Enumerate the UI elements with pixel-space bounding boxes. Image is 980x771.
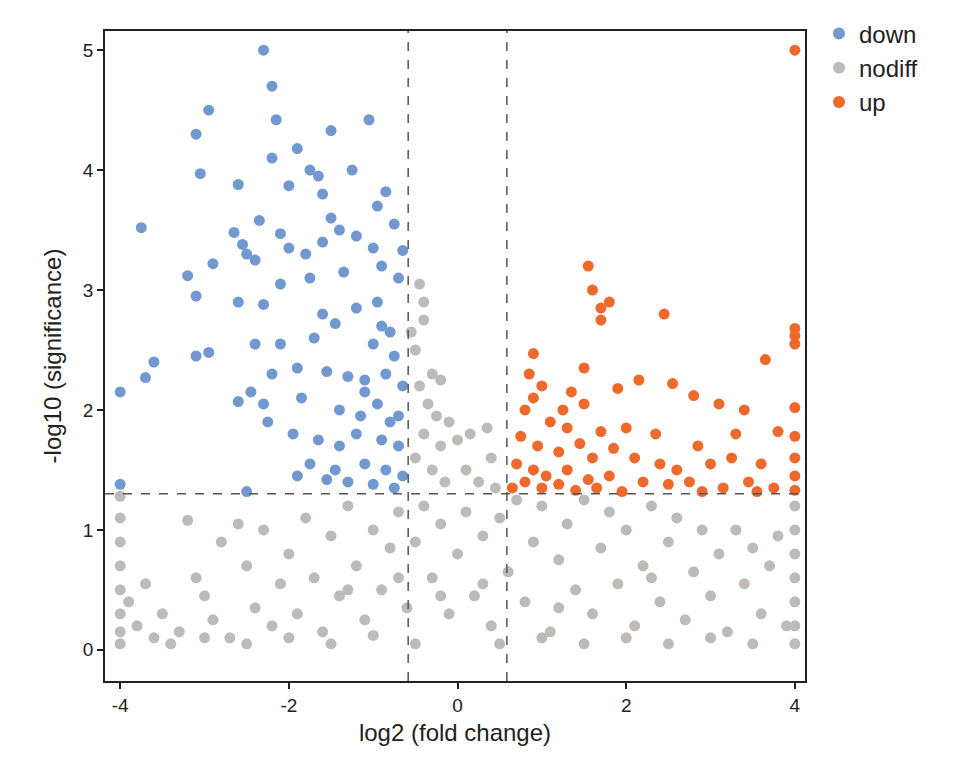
svg-text:3: 3: [83, 280, 94, 301]
svg-text:-2: -2: [280, 695, 297, 716]
svg-text:-log10 (significance): -log10 (significance): [39, 249, 66, 464]
svg-text:2: 2: [83, 400, 94, 421]
svg-text:0: 0: [452, 695, 463, 716]
svg-text:-4: -4: [112, 695, 129, 716]
svg-text:2: 2: [621, 695, 632, 716]
svg-text:nodiff: nodiff: [859, 55, 918, 82]
svg-text:5: 5: [83, 40, 94, 61]
svg-text:0: 0: [83, 639, 94, 660]
svg-text:log2 (fold change): log2 (fold change): [359, 719, 551, 746]
svg-text:1: 1: [83, 520, 94, 541]
svg-text:up: up: [859, 89, 886, 116]
svg-text:down: down: [859, 21, 916, 48]
svg-text:4: 4: [83, 160, 94, 181]
svg-text:4: 4: [790, 695, 801, 716]
